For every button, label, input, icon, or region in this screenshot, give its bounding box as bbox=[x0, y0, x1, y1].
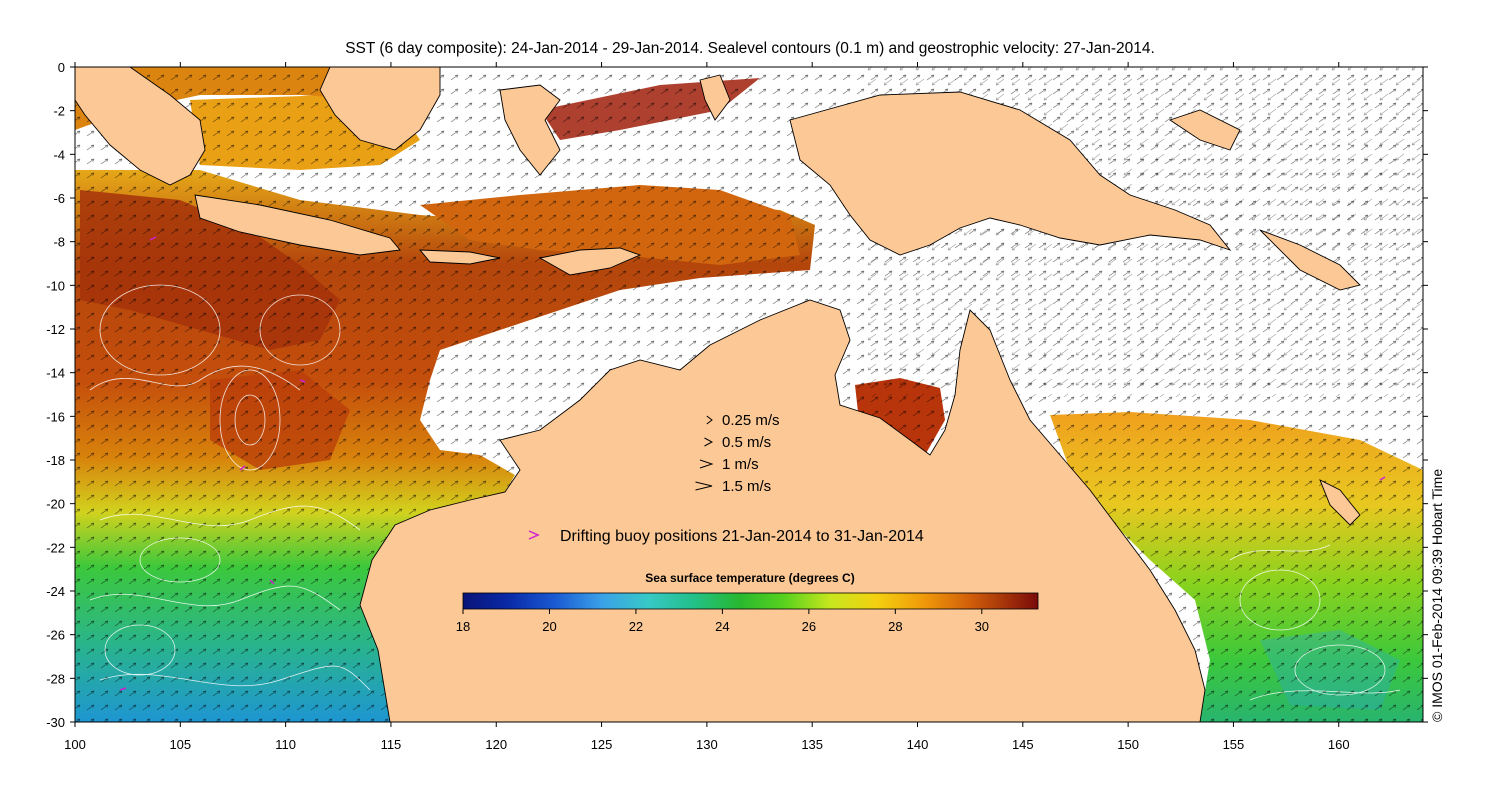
velocity-legend-label: 0.25 m/s bbox=[722, 412, 780, 429]
y-tick-label: -24 bbox=[46, 584, 65, 599]
x-tick-label: 160 bbox=[1328, 737, 1350, 752]
colorbar-tick-label: 30 bbox=[975, 619, 989, 634]
colorbar-ticks: 18 20 22 24 26 28 30 bbox=[456, 609, 989, 634]
timor-land bbox=[538, 247, 642, 276]
y-tick-label: -28 bbox=[46, 671, 65, 686]
y-tick-label: -22 bbox=[46, 540, 65, 555]
y-tick-label: 0 bbox=[58, 60, 65, 75]
y-tick-label: -2 bbox=[53, 104, 65, 119]
x-tick-label: 105 bbox=[169, 737, 191, 752]
colorbar-tick-label: 22 bbox=[629, 619, 643, 634]
x-tick-label: 120 bbox=[485, 737, 507, 752]
map-frame bbox=[74, 66, 1424, 723]
y-tick-label: -26 bbox=[46, 628, 65, 643]
velocity-legend-arrow bbox=[704, 437, 714, 447]
new-britain-land bbox=[1168, 109, 1241, 151]
colorbar-title: Sea surface temperature (degrees C) bbox=[645, 571, 854, 585]
figure-title: SST (6 day composite): 24-Jan-2014 - 29-… bbox=[345, 40, 1155, 57]
borneo-land bbox=[319, 67, 441, 151]
colorbar-tick-label: 26 bbox=[802, 619, 816, 634]
colorbar-tick-label: 18 bbox=[456, 619, 470, 634]
australia-land bbox=[359, 299, 1206, 722]
halmahera-land bbox=[699, 74, 731, 121]
x-tick-label: 150 bbox=[1117, 737, 1139, 752]
colorbar-tick-label: 20 bbox=[542, 619, 556, 634]
velocity-legend: 0.25 m/s 0.5 m/s 1 m/s 1.5 m/s bbox=[695, 412, 780, 495]
sumatra-land bbox=[75, 67, 206, 186]
x-tick-label: 110 bbox=[275, 737, 296, 752]
x-tick-label: 135 bbox=[801, 737, 823, 752]
colorbar-scale bbox=[462, 592, 1039, 610]
solomon-land bbox=[1259, 229, 1361, 291]
y-tick-label: -10 bbox=[46, 278, 65, 293]
x-tick-label: 145 bbox=[1012, 737, 1034, 752]
y-tick-label: -16 bbox=[46, 409, 65, 424]
velocity-legend-label: 0.5 m/s bbox=[722, 434, 771, 451]
y-tick-label: -20 bbox=[46, 497, 65, 512]
buoy-tracks bbox=[119, 236, 1386, 691]
new-caledonia-land bbox=[1319, 479, 1361, 526]
colorbar-tick-label: 24 bbox=[715, 619, 729, 634]
map-plot-area bbox=[75, 67, 1423, 722]
x-axis: 100 105 110 115 120 125 130 135 140 145 150 155 160 bbox=[64, 62, 1350, 752]
x-tick-label: 155 bbox=[1223, 737, 1245, 752]
y-tick-label: -30 bbox=[46, 715, 65, 730]
buoy-legend-label: Drifting buoy positions 21-Jan-2014 to 3… bbox=[560, 528, 924, 545]
velocity-legend-arrow bbox=[695, 481, 713, 491]
y-tick-label: -18 bbox=[46, 453, 65, 468]
sealevel-contours bbox=[89, 284, 1401, 701]
x-tick-label: 125 bbox=[591, 737, 613, 752]
colorbar-tick-label: 28 bbox=[888, 619, 902, 634]
y-axis: 0 -2 -4 -6 -8 -10 -12 -14 -16 -18 -20 -22 -24 -26 -28 -… bbox=[46, 60, 1428, 730]
y-tick-label: -8 bbox=[53, 235, 65, 250]
buoy-legend: Drifting buoy positions 21-Jan-2014 to 3… bbox=[528, 528, 924, 545]
sulawesi-land bbox=[499, 84, 561, 176]
new-guinea-land bbox=[789, 91, 1232, 256]
java-land bbox=[194, 194, 401, 256]
x-tick-label: 115 bbox=[381, 737, 402, 752]
velocity-legend-label: 1.5 m/s bbox=[722, 478, 771, 495]
copyright-label: © IMOS 01-Feb-2014 09:39 Hobart Time bbox=[1429, 469, 1445, 722]
y-tick-label: -14 bbox=[46, 366, 65, 381]
velocity-legend-arrow bbox=[706, 415, 713, 425]
x-tick-label: 140 bbox=[907, 737, 929, 752]
x-tick-label: 100 bbox=[64, 737, 86, 752]
y-tick-label: -4 bbox=[53, 147, 65, 162]
y-tick-label: -6 bbox=[53, 191, 65, 206]
velocity-legend-label: 1 m/s bbox=[722, 456, 759, 473]
sst-colorbar: Sea surface temperature (degrees C) 18 20… bbox=[456, 571, 1039, 634]
y-tick-label: -12 bbox=[46, 322, 65, 337]
velocity-legend-arrow bbox=[699, 459, 714, 469]
buoy-legend-marker bbox=[528, 530, 540, 540]
flores-land bbox=[419, 249, 501, 265]
x-tick-label: 130 bbox=[696, 737, 718, 752]
land bbox=[75, 67, 1361, 722]
